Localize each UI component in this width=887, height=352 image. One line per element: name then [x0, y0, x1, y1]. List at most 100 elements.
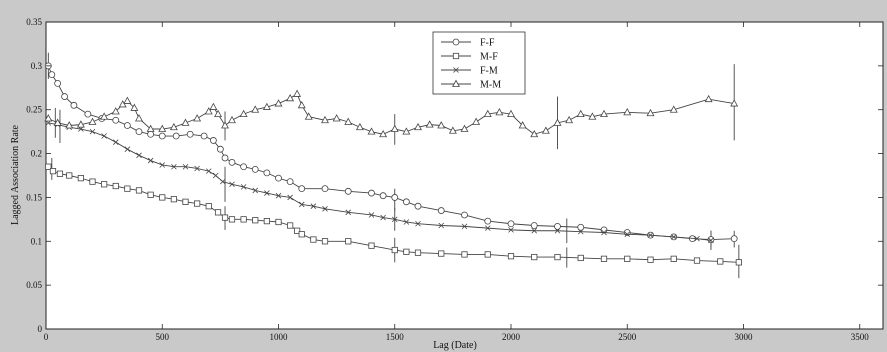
data-point-m-m	[88, 117, 97, 125]
data-point-f-m	[124, 146, 131, 152]
x-tick-label: 1000	[270, 332, 289, 342]
data-point-m-f	[182, 198, 189, 205]
data-point-m-f	[275, 218, 282, 226]
data-point-f-f	[414, 202, 422, 210]
data-point-m-f	[101, 181, 108, 188]
data-point-f-f	[186, 130, 194, 138]
y-tick-label: 0.35	[26, 17, 42, 27]
data-point-m-f	[647, 256, 654, 263]
data-point-m-f	[554, 253, 561, 261]
data-point-f-f	[61, 93, 68, 100]
data-point-f-m	[136, 152, 142, 159]
data-point-m-f	[293, 227, 301, 234]
x-tick-label: 500	[156, 332, 170, 342]
data-point-f-f	[48, 71, 56, 79]
data-point-m-m	[541, 126, 550, 134]
data-point-m-f	[693, 257, 701, 264]
data-point-f-f	[135, 128, 143, 136]
data-point-m-m	[251, 105, 260, 113]
data-point-f-f	[379, 192, 387, 200]
data-point-m-m	[123, 96, 132, 104]
legend-item-m-f: M-F	[441, 52, 498, 63]
legend-item-m-m: M-M	[441, 80, 501, 91]
data-point-m-m	[646, 108, 655, 117]
data-point-f-m	[322, 206, 328, 212]
data-point-m-f	[77, 175, 84, 182]
data-point-f-f	[554, 222, 561, 230]
data-point-m-m	[53, 118, 62, 126]
data-point-m-m	[214, 109, 223, 117]
data-point-m-f	[624, 255, 631, 262]
data-point-m-f	[438, 250, 445, 257]
data-point-f-f	[200, 132, 208, 140]
data-point-f-m	[708, 237, 714, 244]
data-point-m-m	[483, 109, 492, 117]
data-point-m-m	[181, 118, 190, 126]
data-point-m-f	[345, 238, 352, 245]
data-point-m-m	[414, 122, 422, 131]
data-point-m-m	[262, 102, 271, 110]
data-point-m-f	[263, 218, 270, 225]
data-point-f-m	[219, 178, 226, 185]
data-point-m-f	[414, 249, 422, 256]
data-point-f-m	[240, 184, 247, 190]
x-axis-label: Lag (Date)	[433, 340, 477, 351]
data-point-f-m	[647, 232, 654, 238]
data-point-m-f	[577, 254, 584, 262]
data-point-m-f	[228, 216, 236, 223]
data-point-f-m	[368, 212, 375, 218]
data-point-m-m	[209, 102, 218, 110]
data-point-m-f	[600, 255, 608, 262]
data-point-f-f	[368, 189, 375, 197]
data-point-m-m	[304, 112, 313, 120]
data-point-f-f	[730, 235, 738, 243]
data-point-f-m	[212, 172, 219, 179]
data-point-m-m	[367, 127, 376, 135]
legend-marker-f-f	[452, 38, 460, 46]
data-point-f-f	[70, 101, 78, 109]
data-point-m-f	[135, 187, 143, 194]
data-point-m-f	[403, 248, 410, 255]
data-point-m-m	[146, 124, 155, 132]
legend-label-f-f: F-F	[480, 38, 495, 49]
data-point-f-m	[484, 225, 491, 231]
data-point-m-m	[402, 127, 411, 135]
data-point-m-m	[100, 112, 109, 120]
data-point-m-f	[147, 191, 154, 198]
data-point-m-m	[355, 122, 364, 131]
data-point-m-f	[56, 170, 64, 177]
legend-label-m-m: M-M	[480, 80, 501, 91]
series-group	[44, 62, 742, 266]
legend-label-m-f: M-F	[480, 52, 498, 63]
data-point-f-m	[403, 219, 410, 225]
data-point-m-m	[274, 99, 283, 107]
data-point-m-f	[124, 185, 131, 192]
data-point-m-m	[518, 121, 527, 129]
x-tick-label: 2500	[618, 332, 637, 342]
data-point-m-m	[204, 107, 213, 115]
legend-marker-f-m	[453, 67, 459, 73]
data-point-m-m	[448, 126, 457, 134]
data-point-m-m	[44, 114, 53, 122]
data-point-m-m	[169, 122, 178, 131]
data-point-f-f	[221, 154, 229, 162]
data-point-m-m	[111, 107, 120, 115]
data-point-f-m	[391, 216, 398, 223]
data-point-f-f	[321, 185, 329, 193]
data-point-f-m	[461, 223, 468, 230]
data-point-f-m	[171, 163, 177, 170]
data-point-f-m	[601, 229, 607, 236]
data-point-m-m	[565, 115, 574, 124]
data-point-m-f	[298, 231, 305, 238]
data-point-f-f	[275, 174, 282, 182]
y-tick-label: 0.15	[26, 192, 42, 202]
data-point-m-m	[118, 100, 127, 108]
data-point-m-f	[170, 196, 177, 203]
data-point-m-f	[484, 251, 491, 258]
data-point-m-f	[735, 259, 742, 266]
data-point-m-f	[214, 209, 222, 216]
data-point-m-m	[130, 103, 139, 111]
y-tick-label: 0.1	[31, 236, 42, 246]
data-point-f-m	[438, 222, 445, 229]
